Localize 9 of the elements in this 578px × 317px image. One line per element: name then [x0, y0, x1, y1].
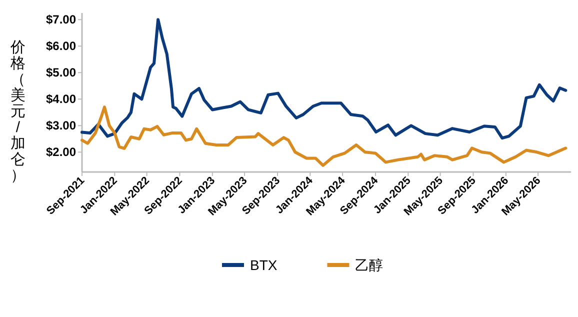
y-tick-label: $2.00: [46, 145, 76, 160]
text: 价格（美元/加仑）: [10, 39, 26, 184]
y-tick-label: $7.00: [46, 12, 76, 27]
y-tick-label: $6.00: [46, 39, 76, 54]
legend-label: BTX: [250, 257, 278, 273]
y-tick-label: $3.00: [46, 118, 76, 133]
y-tick-label: $5.00: [46, 66, 76, 80]
legend-label: 乙醇: [355, 257, 384, 273]
y-tick-label: $4.00: [46, 92, 76, 106]
